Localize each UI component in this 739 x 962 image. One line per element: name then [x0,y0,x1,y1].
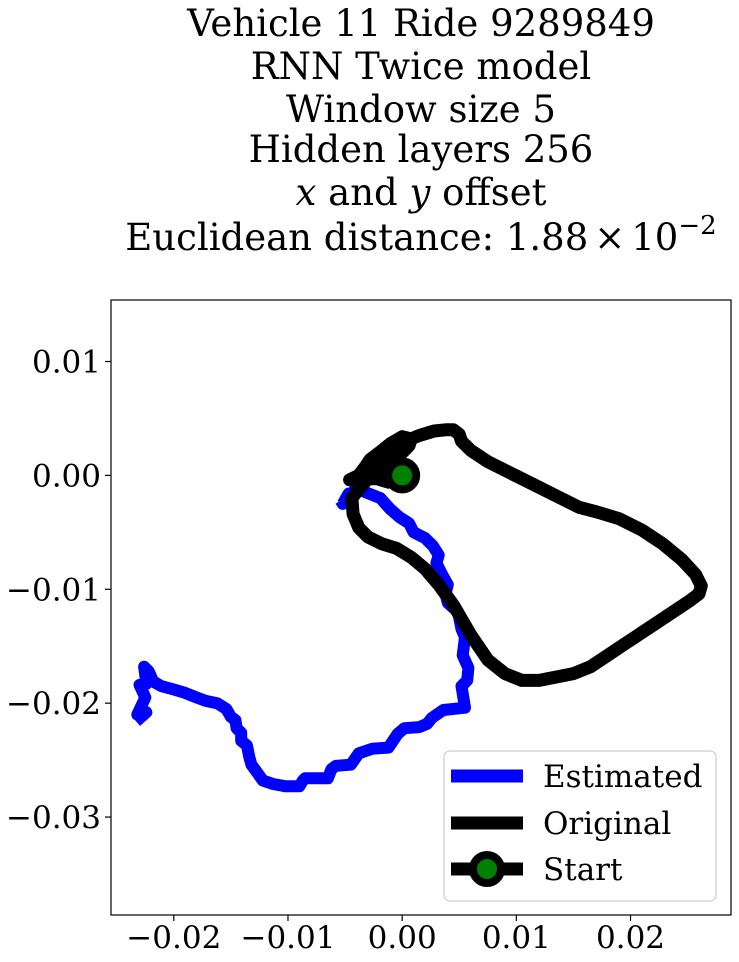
legend-estimated-label: Estimated [543,759,702,795]
plot-frame [110,299,732,916]
y-tick-label: −0.01 [6,572,101,608]
legend-start-marker [469,851,505,887]
axes-ticks: −0.02 −0.01 0.00 0.01 0.02 0.01 0.00 −0.01 −0.02… [6,345,665,957]
legend-start-label: Start [543,852,623,888]
title-line-1: Vehicle 11 Ride 9289849 [186,2,655,45]
x-tick-label: 0.02 [596,920,665,956]
x-tick-label: 0.00 [368,920,437,956]
title-line-5: x and y offset [296,171,547,214]
y-tick-label: −0.03 [6,800,101,836]
legend: Estimated Original Start [443,750,717,902]
y-tick-label: 0.01 [32,345,101,381]
title-exponent: −2 [678,211,716,241]
title-base: 10 [631,216,678,259]
x-tick-label: 0.01 [482,920,551,956]
y-tick-label: 0.00 [32,458,101,494]
start-marker [384,457,421,494]
title-line-4: Hidden layers 256 [249,128,594,171]
chart-title: Vehicle 11 Ride 9289849 RNN Twice model … [125,2,716,259]
title-x-var: x [296,171,317,214]
x-tick-label: −0.02 [126,920,221,956]
y-tick-label: −0.02 [6,686,101,722]
title-distance: Euclidean distance: 1.88 [125,216,588,259]
title-times: × [594,216,625,259]
title-line-2: RNN Twice model [251,45,591,88]
x-tick-label: −0.01 [240,920,335,956]
title-and: and [316,171,409,214]
title-line-6: Euclidean distance: 1.88 × 10−2 [125,211,716,259]
series-layer [131,423,708,793]
title-offset: offset [430,171,546,214]
title-line-3: Window size 5 [286,88,556,131]
legend-original-label: Original [543,806,671,842]
series-estimated-line [131,480,475,793]
series-original-line [343,423,708,687]
title-y-var: y [408,171,432,214]
